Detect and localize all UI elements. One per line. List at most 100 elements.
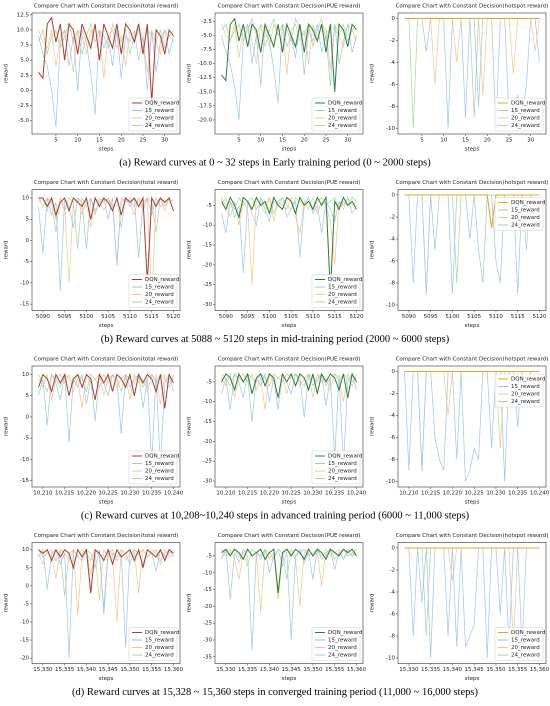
legend-label: 20_reward <box>328 292 357 298</box>
x-tick-label: 5105 <box>467 314 481 320</box>
y-tick-label: 0 <box>392 546 396 552</box>
y-tick-label: -6 <box>390 435 396 441</box>
y-tick-label: -20 <box>203 604 212 610</box>
x-tick-label: 10,220 <box>443 491 463 497</box>
x-tick-label: 10,240 <box>347 491 367 497</box>
x-tick-label: 15,340 <box>443 667 463 673</box>
legend-label: DQN_reward <box>145 454 179 460</box>
y-tick-label: -8 <box>390 281 396 287</box>
y-tick-label: -7.5 <box>201 47 212 53</box>
x-tick-label: 10,225 <box>465 491 485 497</box>
x-tick-label: 10,230 <box>303 491 323 497</box>
legend-label: DQN_reward <box>145 630 179 636</box>
series-line <box>38 548 174 622</box>
x-tick-label: 10,230 <box>486 491 506 497</box>
x-tick-label: 15,330 <box>399 667 419 673</box>
y-tick-label: -4 <box>390 590 396 596</box>
y-tick-label: -10 <box>203 570 212 576</box>
x-tick-label: 15,335 <box>421 667 441 673</box>
y-axis-label: reward <box>370 593 376 612</box>
caption: (b) Reward curves at 5088 ~ 5120 steps i… <box>101 334 450 345</box>
plot-frame <box>397 189 547 311</box>
x-tick-label: 10,235 <box>508 491 528 497</box>
x-tick-label: 15,350 <box>486 667 506 673</box>
y-tick-label: -5 <box>24 259 30 265</box>
x-tick-label: 25 <box>323 138 330 144</box>
legend-label: 20_reward <box>145 645 174 651</box>
y-tick-label: 5 <box>26 565 30 571</box>
y-tick-label: -15 <box>203 243 212 249</box>
y-tick-label: -5 <box>24 436 30 442</box>
series-line <box>404 547 540 637</box>
y-tick-label: 10 <box>22 195 29 201</box>
legend-label: 20_reward <box>145 292 174 298</box>
series-line <box>38 16 174 103</box>
x-tick-label: 10 <box>74 138 81 144</box>
y-axis-label: reward <box>370 240 376 259</box>
x-tick-label: 15,355 <box>325 667 345 673</box>
y-axis-label: reward <box>187 417 193 436</box>
x-tick-label: 20 <box>484 138 491 144</box>
legend-label: 20_reward <box>511 116 540 122</box>
chart-title: Compare Chart with Constant Decision(tot… <box>34 357 179 363</box>
legend-box <box>128 450 178 485</box>
series-line <box>221 372 357 466</box>
x-tick-label: 10,220 <box>260 491 280 497</box>
legend-box <box>311 450 361 485</box>
y-tick-label: 0 <box>26 238 30 244</box>
plot-frame <box>31 189 181 311</box>
y-tick-label: -10 <box>386 303 395 309</box>
x-tick-label: 10,210 <box>216 491 236 497</box>
legend-label: DQN_reward <box>511 377 545 383</box>
y-tick-label: -10 <box>203 223 212 229</box>
series-line <box>221 547 357 651</box>
y-tick-label: -5 <box>24 601 30 607</box>
x-tick-label: 5090 <box>219 314 233 320</box>
y-tick-label: 0 <box>26 414 30 420</box>
chart-title: Compare Chart with Constant Decision(PUE… <box>218 4 361 10</box>
x-tick-label: 15,360 <box>347 667 367 673</box>
x-tick-label: 15,335 <box>238 667 258 673</box>
y-tick-label: -30 <box>203 479 212 485</box>
y-tick-label: 0 <box>392 369 396 375</box>
y-tick-label: -20.0 <box>198 117 213 123</box>
x-tick-label: 10 <box>440 138 447 144</box>
series-line <box>404 194 540 229</box>
x-tick-label: 5095 <box>58 314 72 320</box>
y-tick-label: -2 <box>390 38 395 44</box>
chart-title: Compare Chart with Constant Decision(PUE… <box>218 533 361 539</box>
y-tick-label: -10 <box>20 619 29 625</box>
legend-label: 20_reward <box>511 215 540 221</box>
x-tick-label: 15,330 <box>216 667 236 673</box>
plot-frame <box>214 365 364 488</box>
y-tick-label: -5.0 <box>18 118 29 124</box>
legend-label: 15_reward <box>145 461 174 467</box>
plot-frame <box>31 542 181 664</box>
y-tick-label: -20 <box>203 262 212 268</box>
x-tick-label: 5 <box>420 138 424 144</box>
x-tick-label: 5090 <box>402 314 416 320</box>
legend-label: 20_reward <box>328 469 357 475</box>
x-tick-label: 5120 <box>532 314 546 320</box>
legend-label: 20_reward <box>328 645 357 651</box>
plot-frame <box>214 542 364 664</box>
x-axis-label: steps <box>465 676 480 682</box>
series-line <box>221 548 357 580</box>
legend-label: 20_reward <box>145 469 174 475</box>
y-tick-label: -15 <box>20 478 29 484</box>
legend-label: 24_reward <box>511 223 540 229</box>
chart-title: Compare Chart with Constant Decision(hot… <box>396 4 549 10</box>
legend-label: 24_reward <box>511 653 540 659</box>
x-tick-label: 15,345 <box>99 667 119 673</box>
y-tick-label: -10 <box>386 479 395 485</box>
y-axis-label: reward <box>370 64 376 83</box>
legend-label: 24_reward <box>145 653 174 659</box>
x-axis-label: steps <box>465 323 480 329</box>
x-tick-label: 5120 <box>166 314 180 320</box>
x-tick-label: 15,360 <box>530 667 550 673</box>
x-tick-label: 5095 <box>424 314 438 320</box>
plot-frame <box>397 365 547 488</box>
legend-label: 24_reward <box>145 300 174 306</box>
y-tick-label: 10.0 <box>17 27 30 33</box>
x-tick-label: 30 <box>161 138 168 144</box>
